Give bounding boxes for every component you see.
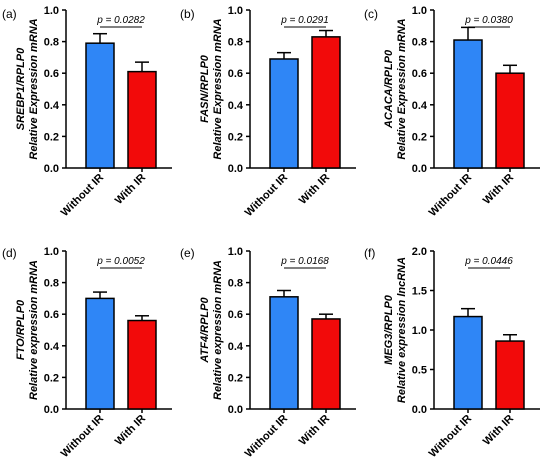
x-tick-label-without-ir: Without IR [243,413,290,460]
y-tick-label: 0.4 [228,341,244,353]
bar-without-ir [269,58,299,169]
bar-with-ir [495,340,525,410]
p-value-label: p = 0.0380 [464,15,513,26]
x-tick-label-without-ir: Without IR [427,413,474,460]
y-tick-label: 1.0 [228,246,243,258]
y-tick-label: 0.8 [412,37,427,49]
y-tick-label: 0.2 [412,131,427,143]
y-axis-title-gene: ATF4/RPLP0 [199,297,211,364]
chart-panel-c: (c) 0.0 0.2 0.4 0.6 0.8 1.0 ACACA/RPLP0 Relative… [364,5,540,219]
panel-label: (f) [364,246,375,260]
panel-label: (a) [2,7,17,21]
y-axis-title-measure: Relative Expression mRNA [396,18,408,159]
y-tick-label: 1.0 [412,5,427,17]
x-tick-label-without-ir: Without IR [243,172,290,219]
bar-without-ir [85,297,115,410]
bar-without-ir [453,39,483,169]
y-tick-label: 1.0 [44,5,59,17]
p-value-label: p = 0.0052 [96,256,145,267]
y-tick-label: 0.5 [412,365,427,377]
y-tick-label: 0.0 [228,404,243,416]
p-value-label: p = 0.0446 [464,256,513,267]
panel-label: (c) [364,7,378,21]
y-tick-label: 0.2 [44,372,59,384]
p-value-label: p = 0.0282 [96,15,145,26]
bar-with-ir [495,72,525,169]
y-axis-title-gene: FASN/RPLP0 [199,54,211,123]
y-tick-label: 0.6 [228,68,243,80]
y-tick-label: 0.4 [412,100,428,112]
bar-with-ir [311,318,341,410]
chart-panel-d: (d) 0.0 0.2 0.4 0.6 0.8 1.0 FTO/RPLP0 Relative e… [2,246,172,460]
x-tick-label-with-ir: With IR [113,172,148,207]
y-tick-label: 0.4 [44,341,60,353]
chart-panel-f: (f) 0.0 0.5 1.0 1.5 2.0 MEG3/RPLP0 Relative exp… [364,246,540,460]
y-axis-title-measure: Relative Expression mRNA [212,18,224,159]
y-tick-label: 1.0 [228,5,243,17]
y-tick-label: 0.6 [412,68,427,80]
y-tick-label: 1.0 [412,325,427,337]
y-tick-label: 2.0 [412,246,427,258]
y-tick-label: 0.2 [228,372,243,384]
x-tick-label-without-ir: Without IR [59,172,106,219]
y-axis-title-gene: MEG3/RPLP0 [383,294,395,365]
y-tick-label: 0.6 [228,309,243,321]
y-tick-label: 0.0 [228,163,243,175]
y-axis-title-gene: ACACA/RPLP0 [383,49,395,129]
y-tick-label: 0.0 [412,163,427,175]
y-tick-label: 0.8 [228,278,243,290]
y-axis-title-measure: Relative expression mRNA [212,260,224,400]
y-axis-title-gene: SREBP1/RPLP0 [15,47,27,130]
panel-label: (d) [2,246,17,260]
x-tick-label-without-ir: Without IR [427,172,474,219]
y-axis-title-measure: Relative expression mRNA [28,260,40,400]
y-tick-label: 1.5 [412,286,427,298]
bar-without-ir [269,296,299,410]
bar-with-ir [127,70,157,169]
y-tick-label: 0.0 [44,163,59,175]
p-value-label: p = 0.0291 [280,15,329,26]
x-tick-label-with-ir: With IR [297,413,332,448]
bar-with-ir [127,319,157,410]
chart-panel-a: (a) 0.0 0.2 0.4 0.6 0.8 1.0 SREBP1/RPLP0 Relativ… [2,5,172,219]
y-tick-label: 0.0 [44,404,59,416]
y-tick-label: 0.8 [228,37,243,49]
panel-label: (e) [180,246,195,260]
x-tick-label-without-ir: Without IR [59,413,106,460]
y-tick-label: 0.2 [228,131,243,143]
y-tick-label: 0.0 [412,404,427,416]
p-value-label: p = 0.0168 [280,256,329,267]
bar-with-ir [311,36,341,169]
y-axis-title-measure: Relative Expression mRNA [28,18,40,159]
y-axis-title-measure: Relative expression lncRNA [396,257,408,403]
y-tick-label: 0.4 [44,100,60,112]
x-tick-label-with-ir: With IR [297,172,332,207]
y-tick-label: 0.8 [44,37,59,49]
chart-panel-b: (b) 0.0 0.2 0.4 0.6 0.8 1.0 FASN/RPLP0 Relative … [180,5,356,219]
bar-without-ir [85,42,115,169]
panel-label: (b) [180,7,195,21]
y-tick-label: 0.4 [228,100,244,112]
bar-without-ir [453,315,483,410]
y-tick-label: 0.6 [44,309,59,321]
x-tick-label-with-ir: With IR [481,172,516,207]
y-tick-label: 0.6 [44,68,59,80]
chart-panel-e: (e) 0.0 0.2 0.4 0.6 0.8 1.0 ATF4/RPLP0 Relative … [180,246,356,460]
x-tick-label-with-ir: With IR [481,413,516,448]
y-tick-label: 0.2 [44,131,59,143]
x-tick-label-with-ir: With IR [113,413,148,448]
y-tick-label: 0.8 [44,278,59,290]
y-tick-label: 1.0 [44,246,59,258]
y-axis-title-gene: FTO/RPLP0 [15,299,27,360]
